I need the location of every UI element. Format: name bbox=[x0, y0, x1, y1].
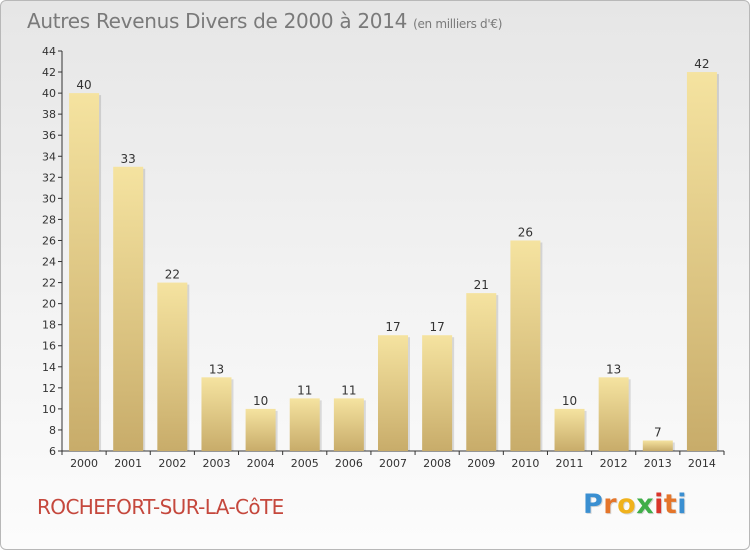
x-tick-label: 2001 bbox=[114, 457, 142, 470]
logo-letter: i bbox=[654, 489, 664, 520]
bar-value-label: 17 bbox=[385, 320, 400, 334]
x-tick-label: 2004 bbox=[247, 457, 275, 470]
bar-value-label: 21 bbox=[474, 278, 489, 292]
x-tick-label: 2014 bbox=[688, 457, 716, 470]
bar-value-label: 22 bbox=[165, 268, 180, 282]
bar bbox=[510, 240, 541, 451]
bar-value-label: 42 bbox=[694, 57, 709, 71]
y-tick-label: 6 bbox=[49, 445, 56, 458]
logo-letter: t bbox=[663, 489, 678, 520]
y-tick-label: 20 bbox=[42, 298, 56, 311]
logo-letter: o bbox=[617, 489, 637, 520]
bar bbox=[113, 166, 144, 451]
bar bbox=[598, 377, 629, 451]
bar-value-label: 10 bbox=[253, 394, 268, 408]
y-tick-label: 12 bbox=[42, 382, 56, 395]
chart-title: Autres Revenus Divers de 2000 à 2014 (en … bbox=[27, 9, 502, 33]
y-tick-label: 8 bbox=[49, 424, 56, 437]
y-tick-label: 18 bbox=[42, 319, 56, 332]
y-tick-label: 16 bbox=[42, 340, 56, 353]
bar-value-label: 11 bbox=[341, 383, 356, 397]
x-tick-label: 2005 bbox=[291, 457, 319, 470]
bar-value-label: 10 bbox=[562, 394, 577, 408]
bar bbox=[554, 408, 585, 451]
bar-value-label: 11 bbox=[297, 383, 312, 397]
x-tick-label: 2002 bbox=[158, 457, 186, 470]
bar-value-label: 7 bbox=[654, 425, 662, 439]
x-tick-label: 2007 bbox=[379, 457, 407, 470]
bar bbox=[333, 398, 364, 451]
bar bbox=[466, 293, 497, 451]
y-tick-label: 26 bbox=[42, 234, 56, 247]
logo-letter: P bbox=[583, 489, 604, 520]
x-tick-label: 2011 bbox=[556, 457, 584, 470]
x-tick-label: 2009 bbox=[467, 457, 495, 470]
y-tick-label: 24 bbox=[42, 256, 56, 269]
bar-value-label: 40 bbox=[76, 78, 91, 92]
bar-value-label: 13 bbox=[606, 362, 621, 376]
y-tick-label: 34 bbox=[42, 150, 56, 163]
bar-value-label: 26 bbox=[518, 225, 533, 239]
x-tick-label: 2010 bbox=[511, 457, 539, 470]
proxiti-logo: Proxiti bbox=[583, 489, 687, 520]
y-tick-label: 14 bbox=[42, 361, 56, 374]
bar bbox=[245, 408, 276, 451]
bar bbox=[378, 335, 408, 451]
bar-value-label: 13 bbox=[209, 362, 224, 376]
bar bbox=[289, 398, 320, 451]
y-tick-label: 32 bbox=[42, 171, 56, 184]
logo-letter: x bbox=[636, 489, 655, 520]
x-tick-label: 2000 bbox=[70, 457, 98, 470]
bar bbox=[422, 335, 453, 451]
location-label: ROCHEFORT-SUR-LA-CôTE bbox=[37, 495, 284, 519]
y-tick-label: 22 bbox=[42, 277, 56, 290]
chart-title-text: Autres Revenus Divers de 2000 à 2014 bbox=[27, 9, 408, 33]
y-tick-label: 28 bbox=[42, 213, 56, 226]
logo-letter: r bbox=[603, 489, 618, 520]
x-tick-label: 2008 bbox=[423, 457, 451, 470]
y-tick-label: 36 bbox=[42, 129, 56, 142]
y-tick-label: 30 bbox=[42, 192, 56, 205]
bar bbox=[642, 440, 673, 451]
logo-letter: i bbox=[677, 489, 688, 520]
y-tick-label: 38 bbox=[42, 108, 56, 121]
bar-value-label: 17 bbox=[429, 320, 444, 334]
x-tick-label: 2012 bbox=[600, 457, 628, 470]
chart-unit: (en milliers d'€) bbox=[413, 17, 503, 31]
y-tick-label: 42 bbox=[42, 66, 56, 79]
bar-value-label: 33 bbox=[121, 152, 136, 166]
bar bbox=[157, 282, 188, 451]
y-tick-label: 40 bbox=[42, 87, 56, 100]
x-tick-label: 2013 bbox=[644, 457, 672, 470]
y-tick-label: 10 bbox=[42, 403, 56, 416]
bar bbox=[686, 72, 717, 451]
bar bbox=[201, 377, 232, 451]
x-tick-label: 2003 bbox=[202, 457, 230, 470]
y-tick-label: 44 bbox=[42, 45, 56, 58]
x-tick-label: 2006 bbox=[335, 457, 363, 470]
bar bbox=[69, 93, 100, 452]
